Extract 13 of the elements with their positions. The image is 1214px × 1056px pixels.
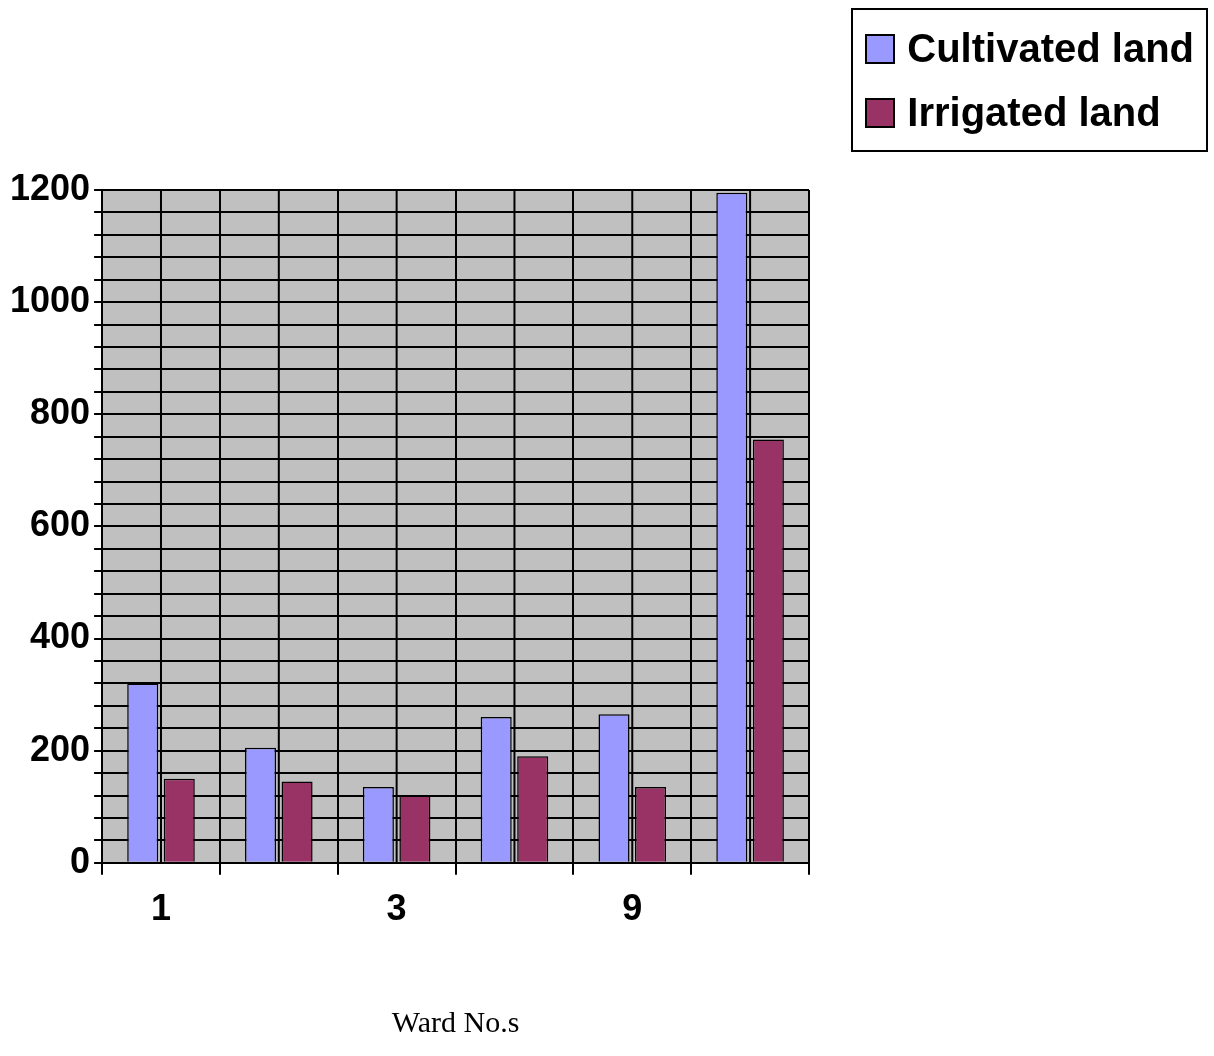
y-tick-label: 600: [30, 503, 91, 545]
y-tick-label: 200: [30, 727, 91, 769]
x-axis-title: Ward No.s: [391, 1004, 520, 1038]
y-tick-label: 1000: [9, 279, 91, 321]
x-tick-label: 1: [150, 887, 172, 929]
legend-label: Cultivated land: [906, 25, 1194, 72]
x-tick-label: 3: [386, 887, 407, 929]
y-tick-label: 0: [70, 839, 91, 881]
x-tick-label: 9: [622, 887, 643, 929]
y-tick-label: 800: [30, 391, 91, 433]
legend-label: Irrigated land: [906, 89, 1162, 136]
y-tick-label: 1200: [9, 166, 91, 208]
y-tick-label: 400: [30, 615, 91, 657]
